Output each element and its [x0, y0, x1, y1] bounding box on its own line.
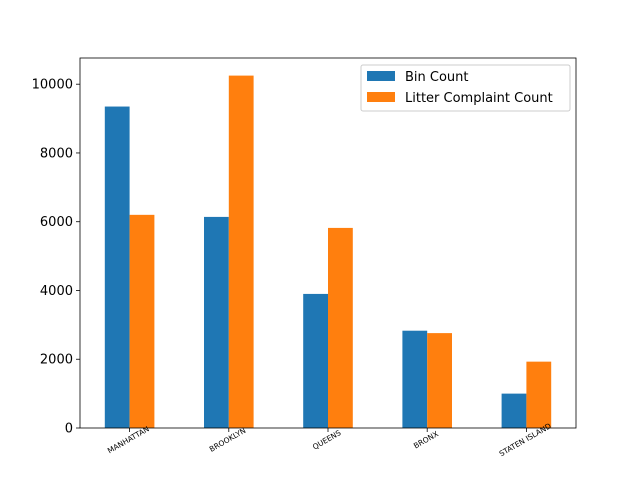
y-tick-label: 4000 — [40, 284, 73, 299]
y-tick-label: 10000 — [32, 78, 73, 93]
y-axis: 0 2000 4000 6000 8000 10000 — [32, 78, 80, 437]
y-tick-label: 0 — [65, 422, 73, 437]
legend-label-litter-complaint-count: Litter Complaint Count — [405, 91, 553, 106]
y-tick-label: 8000 — [40, 146, 73, 161]
y-tick-label: 6000 — [40, 215, 73, 230]
bar-bin-count-brooklyn — [204, 216, 229, 428]
y-tick-label: 2000 — [40, 353, 73, 368]
legend-label-bin-count: Bin Count — [405, 70, 469, 85]
bar-bin-count-queens — [303, 293, 328, 428]
bars-layer — [104, 75, 552, 429]
legend-swatch-litter-complaint-count — [367, 92, 395, 102]
bar-litter-complaint-count-bronx — [427, 333, 452, 428]
bar-litter-complaint-count-staten-island — [526, 361, 552, 428]
legend-swatch-bin-count — [367, 71, 395, 81]
legend-box — [360, 64, 571, 112]
bar-bin-count-manhattan — [104, 106, 130, 428]
bar-litter-complaint-count-brooklyn — [228, 75, 254, 429]
bar-bin-count-staten-island — [501, 393, 527, 428]
bar-bin-count-bronx — [402, 330, 428, 428]
legend: Bin Count Litter Complaint Count — [360, 64, 571, 112]
bar-litter-complaint-count-queens — [328, 227, 353, 428]
bar-litter-complaint-count-manhattan — [129, 214, 155, 428]
